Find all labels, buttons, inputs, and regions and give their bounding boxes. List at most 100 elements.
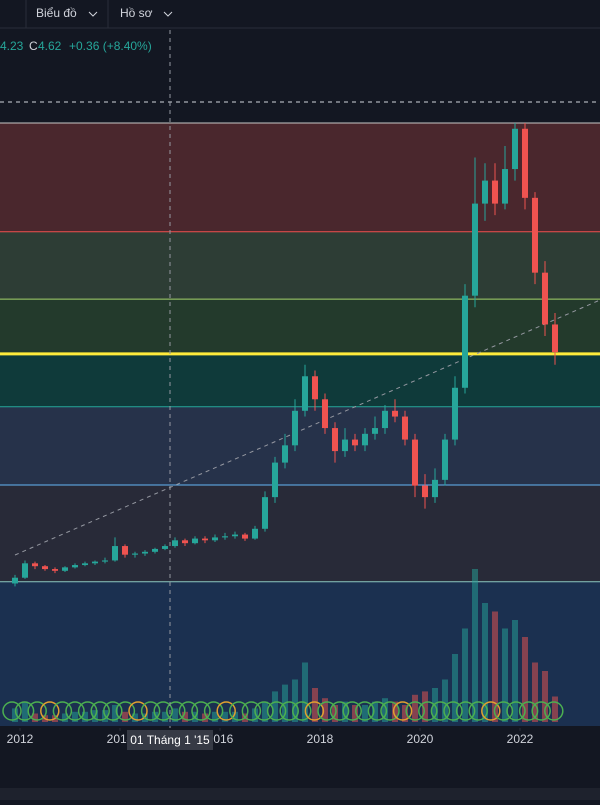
volume-bar bbox=[362, 705, 368, 722]
event-marker bbox=[191, 701, 211, 721]
x-axis: 2012 2014 2016 2018 2020 2022 bbox=[7, 728, 534, 746]
candle-body bbox=[122, 546, 128, 555]
crosshair-label: 01 Tháng 1 '15 bbox=[130, 733, 210, 747]
volume-bar bbox=[302, 662, 308, 722]
event-marker bbox=[544, 701, 564, 721]
candle-body bbox=[392, 410, 398, 417]
event-marker bbox=[229, 701, 249, 721]
crosshair-label-box bbox=[127, 730, 213, 750]
candle-body bbox=[362, 433, 368, 446]
event-marker bbox=[203, 701, 224, 721]
event-marker bbox=[367, 701, 388, 721]
event-marker bbox=[27, 701, 47, 721]
volume-bar bbox=[372, 701, 378, 722]
volume-bar bbox=[222, 711, 228, 722]
event-marker bbox=[531, 701, 551, 721]
volume-bar bbox=[452, 654, 458, 722]
event-marker bbox=[2, 701, 22, 721]
candle-body bbox=[42, 566, 48, 570]
candle-body bbox=[552, 324, 558, 353]
candle-body bbox=[262, 497, 268, 529]
volume-bar bbox=[112, 705, 118, 722]
candle-body bbox=[482, 180, 488, 204]
volume-bar bbox=[262, 701, 268, 722]
event-marker bbox=[304, 701, 325, 721]
event-marker bbox=[140, 701, 161, 721]
volume-bar bbox=[152, 711, 158, 722]
x-tick-label: 2020 bbox=[407, 732, 434, 746]
level-band bbox=[0, 353, 600, 407]
volume-bar bbox=[392, 701, 398, 722]
level-band bbox=[0, 485, 600, 582]
candle-body bbox=[352, 439, 358, 446]
candle-body bbox=[372, 428, 378, 434]
candle-body bbox=[472, 203, 478, 296]
legend-close-label: C bbox=[29, 39, 38, 53]
level-band bbox=[0, 231, 600, 300]
volume-bar bbox=[252, 708, 258, 722]
candle-body bbox=[542, 272, 548, 325]
toolbar bbox=[0, 0, 600, 28]
candle-body bbox=[252, 528, 258, 539]
event-marker bbox=[506, 701, 526, 721]
candle-body bbox=[242, 534, 248, 539]
plot bbox=[0, 122, 600, 726]
volume-bar bbox=[422, 691, 428, 722]
volume-bar bbox=[272, 691, 278, 722]
chevron bbox=[163, 11, 173, 17]
volume-bar bbox=[12, 708, 18, 722]
volume-bar bbox=[22, 701, 28, 722]
chevron bbox=[88, 11, 98, 17]
volume-bar bbox=[172, 708, 178, 722]
candle-body bbox=[452, 387, 458, 440]
volume-bar bbox=[512, 620, 518, 722]
event-marker bbox=[128, 701, 148, 721]
candle-body bbox=[32, 563, 38, 567]
legend-change: +0.36 (+8.40%) bbox=[69, 39, 152, 53]
level-band bbox=[0, 406, 600, 486]
candle-body bbox=[182, 540, 188, 544]
event-marker bbox=[481, 701, 501, 721]
x-tick-label: 2014 bbox=[107, 732, 134, 746]
event-marker bbox=[103, 701, 123, 721]
volume-bar bbox=[202, 713, 208, 722]
x-tick-label: 2018 bbox=[307, 732, 334, 746]
event-marker bbox=[443, 701, 463, 721]
menu-chart[interactable]: Biểu đồ bbox=[36, 6, 77, 20]
event-marker bbox=[166, 701, 186, 721]
candle-body bbox=[22, 563, 28, 578]
volume-bar bbox=[182, 711, 188, 722]
candle-body bbox=[192, 538, 198, 544]
event-marker bbox=[90, 701, 110, 721]
volume-bar bbox=[472, 569, 478, 722]
candle-body bbox=[512, 128, 518, 170]
candle-body bbox=[322, 399, 328, 429]
candle-body bbox=[282, 445, 288, 463]
volume-bar bbox=[32, 713, 38, 722]
candle-body bbox=[492, 180, 498, 204]
volume-bar bbox=[412, 694, 418, 722]
candle-body bbox=[92, 561, 98, 564]
menu-profile[interactable]: Hồ sơ bbox=[120, 6, 153, 20]
candle-body bbox=[62, 567, 68, 571]
volume-bar bbox=[82, 711, 88, 722]
volume-bar bbox=[532, 662, 538, 722]
event-marker bbox=[418, 701, 438, 721]
event-marker bbox=[455, 701, 476, 721]
event-marker bbox=[518, 701, 539, 721]
event-marker bbox=[266, 701, 287, 721]
volume-bar bbox=[542, 671, 548, 722]
event-marker bbox=[153, 701, 173, 721]
legend-low: 4.23 bbox=[0, 39, 24, 53]
volume-bar bbox=[492, 611, 498, 722]
event-marker bbox=[317, 701, 337, 721]
candle-body bbox=[342, 439, 348, 452]
candle-body bbox=[522, 128, 528, 198]
candle-body bbox=[212, 537, 218, 541]
candle-body bbox=[102, 560, 108, 562]
event-marker bbox=[178, 701, 199, 721]
candle-body bbox=[52, 569, 58, 571]
volume-bar bbox=[322, 698, 328, 722]
candle-body bbox=[272, 462, 278, 498]
